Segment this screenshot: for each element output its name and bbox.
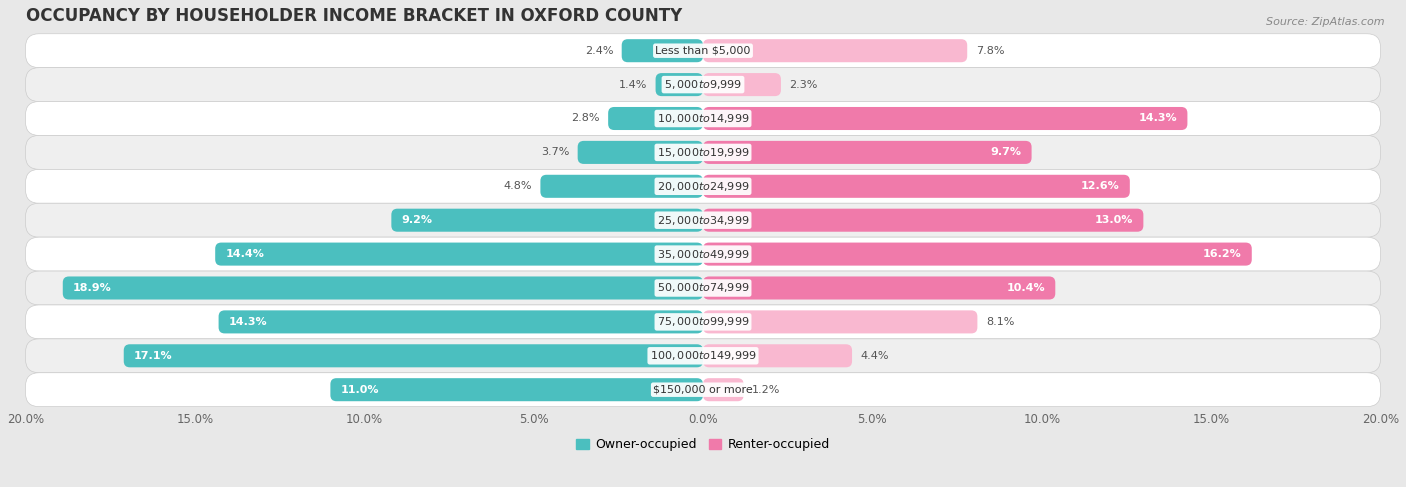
FancyBboxPatch shape (330, 378, 703, 401)
FancyBboxPatch shape (609, 107, 703, 130)
Text: 4.8%: 4.8% (503, 181, 531, 191)
Text: $20,000 to $24,999: $20,000 to $24,999 (657, 180, 749, 193)
Text: $150,000 or more: $150,000 or more (654, 385, 752, 394)
FancyBboxPatch shape (540, 175, 703, 198)
Text: 3.7%: 3.7% (541, 148, 569, 157)
FancyBboxPatch shape (25, 305, 1381, 339)
FancyBboxPatch shape (703, 141, 1032, 164)
Text: $10,000 to $14,999: $10,000 to $14,999 (657, 112, 749, 125)
FancyBboxPatch shape (25, 237, 1381, 271)
Text: 1.2%: 1.2% (752, 385, 780, 394)
FancyBboxPatch shape (25, 169, 1381, 203)
Text: 7.8%: 7.8% (976, 46, 1004, 56)
Text: 14.3%: 14.3% (229, 317, 267, 327)
Text: $15,000 to $19,999: $15,000 to $19,999 (657, 146, 749, 159)
FancyBboxPatch shape (25, 203, 1381, 237)
Text: $35,000 to $49,999: $35,000 to $49,999 (657, 247, 749, 261)
FancyBboxPatch shape (215, 243, 703, 265)
Text: 1.4%: 1.4% (619, 79, 647, 90)
FancyBboxPatch shape (25, 68, 1381, 102)
FancyBboxPatch shape (703, 378, 744, 401)
FancyBboxPatch shape (703, 243, 1251, 265)
Text: $75,000 to $99,999: $75,000 to $99,999 (657, 316, 749, 328)
Text: 9.2%: 9.2% (402, 215, 433, 225)
FancyBboxPatch shape (218, 310, 703, 334)
Text: 11.0%: 11.0% (340, 385, 380, 394)
FancyBboxPatch shape (63, 277, 703, 300)
Text: 17.1%: 17.1% (134, 351, 173, 361)
FancyBboxPatch shape (25, 339, 1381, 373)
FancyBboxPatch shape (703, 277, 1056, 300)
Text: Source: ZipAtlas.com: Source: ZipAtlas.com (1267, 17, 1385, 27)
FancyBboxPatch shape (703, 39, 967, 62)
FancyBboxPatch shape (25, 102, 1381, 135)
FancyBboxPatch shape (703, 107, 1188, 130)
Text: $25,000 to $34,999: $25,000 to $34,999 (657, 214, 749, 226)
Text: $50,000 to $74,999: $50,000 to $74,999 (657, 281, 749, 295)
FancyBboxPatch shape (25, 373, 1381, 407)
Text: 2.3%: 2.3% (789, 79, 818, 90)
Text: 2.4%: 2.4% (585, 46, 613, 56)
Text: 9.7%: 9.7% (990, 148, 1021, 157)
FancyBboxPatch shape (621, 39, 703, 62)
FancyBboxPatch shape (655, 73, 703, 96)
FancyBboxPatch shape (578, 141, 703, 164)
Text: 4.4%: 4.4% (860, 351, 889, 361)
FancyBboxPatch shape (703, 175, 1130, 198)
Text: 13.0%: 13.0% (1095, 215, 1133, 225)
FancyBboxPatch shape (703, 344, 852, 367)
Text: 14.4%: 14.4% (225, 249, 264, 259)
Text: 18.9%: 18.9% (73, 283, 111, 293)
Text: 14.3%: 14.3% (1139, 113, 1177, 124)
Text: 10.4%: 10.4% (1007, 283, 1045, 293)
Text: $5,000 to $9,999: $5,000 to $9,999 (664, 78, 742, 91)
Text: Less than $5,000: Less than $5,000 (655, 46, 751, 56)
FancyBboxPatch shape (703, 73, 780, 96)
FancyBboxPatch shape (703, 208, 1143, 232)
FancyBboxPatch shape (124, 344, 703, 367)
FancyBboxPatch shape (25, 34, 1381, 68)
FancyBboxPatch shape (703, 310, 977, 334)
FancyBboxPatch shape (25, 135, 1381, 169)
Legend: Owner-occupied, Renter-occupied: Owner-occupied, Renter-occupied (576, 438, 830, 451)
Text: 8.1%: 8.1% (986, 317, 1014, 327)
Text: 12.6%: 12.6% (1081, 181, 1119, 191)
Text: 16.2%: 16.2% (1204, 249, 1241, 259)
Text: OCCUPANCY BY HOUSEHOLDER INCOME BRACKET IN OXFORD COUNTY: OCCUPANCY BY HOUSEHOLDER INCOME BRACKET … (25, 7, 682, 25)
FancyBboxPatch shape (391, 208, 703, 232)
Text: $100,000 to $149,999: $100,000 to $149,999 (650, 349, 756, 362)
Text: 2.8%: 2.8% (571, 113, 600, 124)
FancyBboxPatch shape (25, 271, 1381, 305)
